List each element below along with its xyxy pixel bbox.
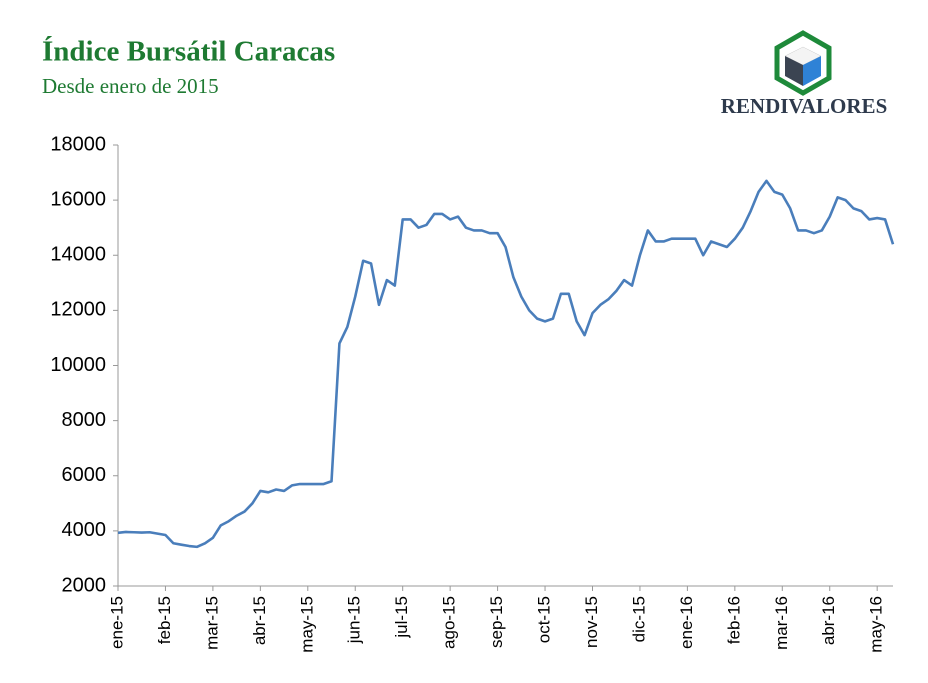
y-tick-label: 10000: [50, 354, 106, 376]
x-tick-label: abr-16: [819, 596, 838, 645]
y-tick-label: 6000: [62, 464, 107, 486]
x-tick-label: ene-15: [107, 596, 126, 649]
y-tick-label: 4000: [62, 519, 107, 541]
y-tick-label: 12000: [50, 299, 106, 321]
logo-text: RENDIVALORES: [721, 94, 888, 118]
x-tick-label: feb-16: [724, 596, 743, 644]
x-tick-label: abr-15: [250, 596, 269, 645]
x-tick-label: may-15: [297, 596, 316, 653]
y-tick-label: 8000: [62, 409, 107, 431]
logo-cube-right: [803, 56, 821, 86]
logo-cube-left: [785, 56, 803, 86]
line: [117, 179, 895, 549]
x-tick-label: may-16: [867, 596, 886, 653]
x-tick-label: feb-15: [155, 596, 174, 644]
y-tick-label: 14000: [50, 244, 106, 266]
logo-hexagon: [774, 30, 832, 96]
x-tick-label: ene-16: [677, 596, 696, 649]
x-tick-label: jul-15: [392, 596, 411, 639]
x-tick-label: dic-15: [629, 596, 648, 642]
y-tick-label: 2000: [62, 574, 107, 596]
x-tick-label: nov-15: [582, 596, 601, 648]
x-tick-label: mar-16: [772, 596, 791, 650]
x-tick-label: mar-15: [202, 596, 221, 650]
x-tick-label: ago-15: [440, 596, 459, 649]
x-tick-label: oct-15: [535, 596, 554, 643]
chart-subtitle: Desde enero de 2015: [42, 74, 219, 98]
y-tick-label: 16000: [50, 188, 106, 210]
y-tick-label: 18000: [50, 133, 106, 155]
logo: RENDIVALORES: [721, 30, 888, 118]
x-tick-label: jun-15: [345, 596, 364, 644]
x-tick-label: sep-15: [487, 596, 506, 648]
chart-title: Índice Bursátil Caracas: [42, 35, 335, 68]
